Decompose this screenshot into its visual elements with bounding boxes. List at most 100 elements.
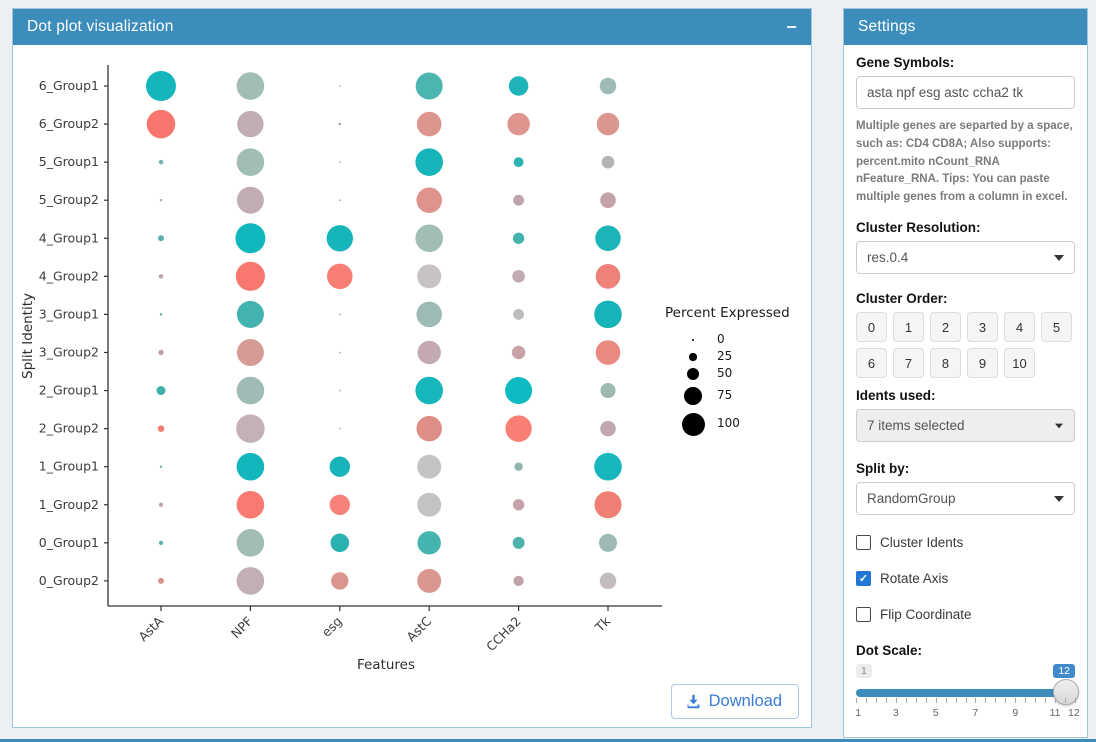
dot [512,232,525,244]
dot [158,540,164,545]
checkbox-row-cluster-idents[interactable]: Cluster Idents [856,535,1075,551]
dot [338,427,341,430]
dot [326,225,353,252]
y-tick-label: 2_Group1 [39,383,99,398]
gene-symbols-input[interactable] [856,76,1075,109]
dot [511,345,526,360]
download-icon [687,694,700,709]
dot [338,351,341,354]
dot [415,224,444,253]
download-button-label: Download [708,692,782,710]
legend-label: 75 [717,388,733,402]
checkbox-list: Cluster Idents ✓ Rotate Axis Flip Coordinat… [856,535,1075,623]
dot [594,452,622,481]
dot [338,313,341,316]
dot [338,199,341,202]
x-tick-label: Tk [591,613,613,635]
dot [594,491,622,519]
dotplot-body: 6_Group1 6_Group2 5_Group1 5_Group2 4_Group1… [13,45,811,727]
cluster-order-button-7[interactable]: 7 [893,348,924,379]
checkbox-checked-icon[interactable]: ✓ [856,571,871,587]
slider-tick [945,698,947,704]
dot [512,270,525,283]
checkbox-row-rotate-axis[interactable]: ✓ Rotate Axis [856,571,1075,587]
cluster-order-button-grid: 0 1 2 3 4 5 6 7 8 9 10 [856,312,1075,379]
dot [417,264,442,289]
cluster-resolution-label: Cluster Resolution: [856,220,981,236]
y-axis-title: Split Identity [20,293,36,379]
dot [417,568,442,593]
dot-scale-label: Dot Scale: [856,643,923,659]
dot [595,340,621,365]
slider-tick-label: 1 [855,707,862,720]
slider-tick [1005,698,1007,704]
y-tick-label: 0_Group2 [39,573,99,588]
slider-tick [1055,698,1057,704]
dot [331,572,349,590]
dot [235,223,266,254]
slider-tick [1035,698,1037,704]
dot [338,85,341,87]
dot [158,502,164,507]
dot [596,112,620,136]
dot [601,155,615,169]
slider-tick [935,698,937,704]
cluster-order-button-10[interactable]: 10 [1004,348,1035,379]
x-tick-label: NPF [228,614,256,642]
cluster-order-button-6[interactable]: 6 [856,348,887,379]
checkbox-row-flip-coordinate[interactable]: Flip Coordinate [856,607,1075,623]
slider-tick-label: 3 [892,707,899,720]
dot [236,529,265,557]
collapse-minus-icon[interactable]: − [786,17,797,37]
dot [505,377,533,405]
checkbox-unchecked-icon[interactable] [856,535,871,551]
dot [415,376,444,405]
dot [236,300,264,328]
slider-tick [995,698,997,704]
dot [156,386,166,396]
dot [330,533,350,553]
legend-title: Percent Expressed [665,305,790,321]
y-tick-label: 4_Group2 [39,268,99,283]
legend-label: 0 [717,332,725,346]
dot [513,157,524,168]
dot [158,577,164,584]
cluster-order-button-9[interactable]: 9 [967,348,998,379]
dot [416,111,442,137]
cluster-order-button-5[interactable]: 5 [1041,312,1072,343]
checkbox-label: Cluster Idents [880,535,964,551]
download-button[interactable]: Download [670,684,799,719]
idents-used-select[interactable]: 7 items selected [856,409,1075,443]
split-by-select[interactable]: RandomGroup [856,482,1075,516]
dot [513,194,524,206]
legend-label: 100 [717,416,740,430]
cluster-order-button-1[interactable]: 1 [893,312,924,343]
y-tick-label: 6_Group1 [39,78,99,93]
chevron-down-icon [1054,495,1064,502]
slider-track[interactable] [856,689,1075,698]
cluster-order-button-8[interactable]: 8 [930,348,961,379]
dot [236,148,265,176]
x-tick-label: CCHa2 [483,614,524,655]
checkbox-unchecked-icon[interactable] [856,607,871,623]
dot [514,462,523,471]
idents-used-value: 7 items selected [867,418,965,434]
dot [508,76,529,96]
x-tick-label: esg [319,614,345,640]
settings-panel-header: Settings [844,9,1087,45]
cluster-order-button-2[interactable]: 2 [930,312,961,343]
chevron-down-icon [1055,423,1063,428]
slider-tick [1065,698,1067,704]
legend-label: 50 [717,366,733,380]
cluster-resolution-select[interactable]: res.0.4 [856,241,1075,275]
dot [235,261,265,291]
cluster-order-button-0[interactable]: 0 [856,312,887,343]
legend-label: 25 [717,349,733,363]
slider-tick [985,698,987,704]
slider-tick-label: 5 [932,707,939,720]
settings-body: Gene Symbols: Multiple genes are separte… [844,45,1087,726]
dot [158,159,164,165]
cluster-order-button-4[interactable]: 4 [1004,312,1035,343]
gene-symbols-label: Gene Symbols: [856,55,955,70]
cluster-order-button-3[interactable]: 3 [967,312,998,343]
